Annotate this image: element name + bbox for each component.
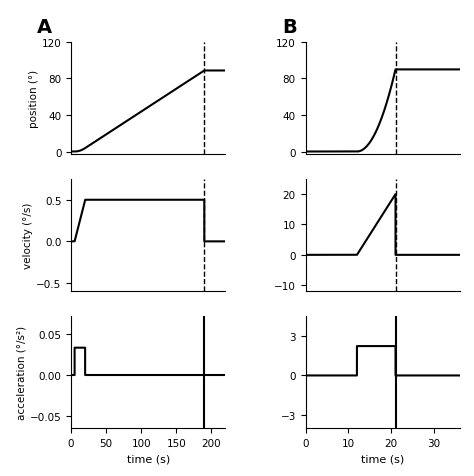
Y-axis label: acceleration (°/s²): acceleration (°/s²) — [17, 326, 27, 419]
Y-axis label: position (°): position (°) — [29, 70, 39, 128]
X-axis label: time (s): time (s) — [361, 454, 404, 464]
Text: A: A — [37, 18, 52, 37]
X-axis label: time (s): time (s) — [127, 454, 170, 464]
Text: B: B — [283, 18, 297, 37]
Y-axis label: velocity (°/s): velocity (°/s) — [23, 202, 33, 269]
